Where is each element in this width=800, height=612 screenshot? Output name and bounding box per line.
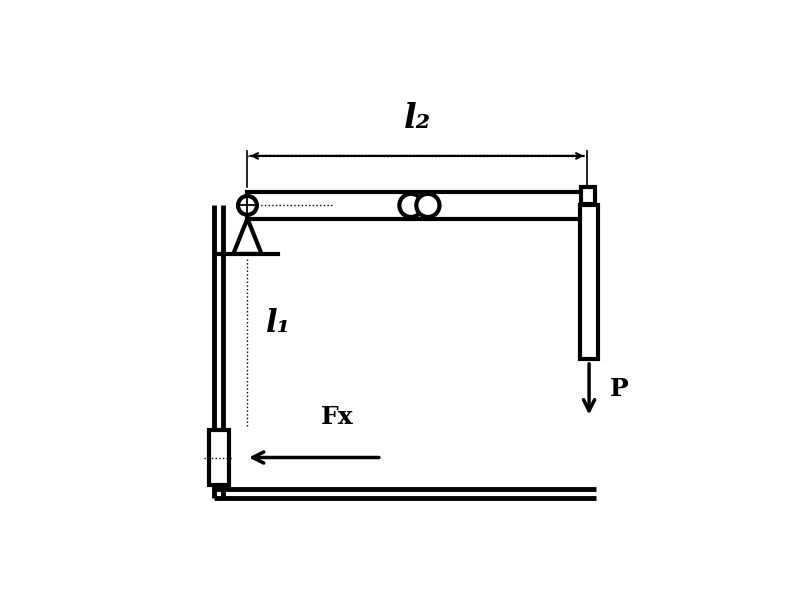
Bar [580,206,598,359]
Text: l₁: l₁ [266,308,291,338]
Text: Fx: Fx [321,405,354,429]
Text: P: P [610,377,629,401]
Text: l₂: l₂ [403,102,430,135]
Bar [209,430,229,485]
Circle shape [399,194,422,217]
Bar [581,187,594,204]
Polygon shape [234,218,262,254]
Circle shape [238,196,257,215]
Circle shape [416,194,439,217]
